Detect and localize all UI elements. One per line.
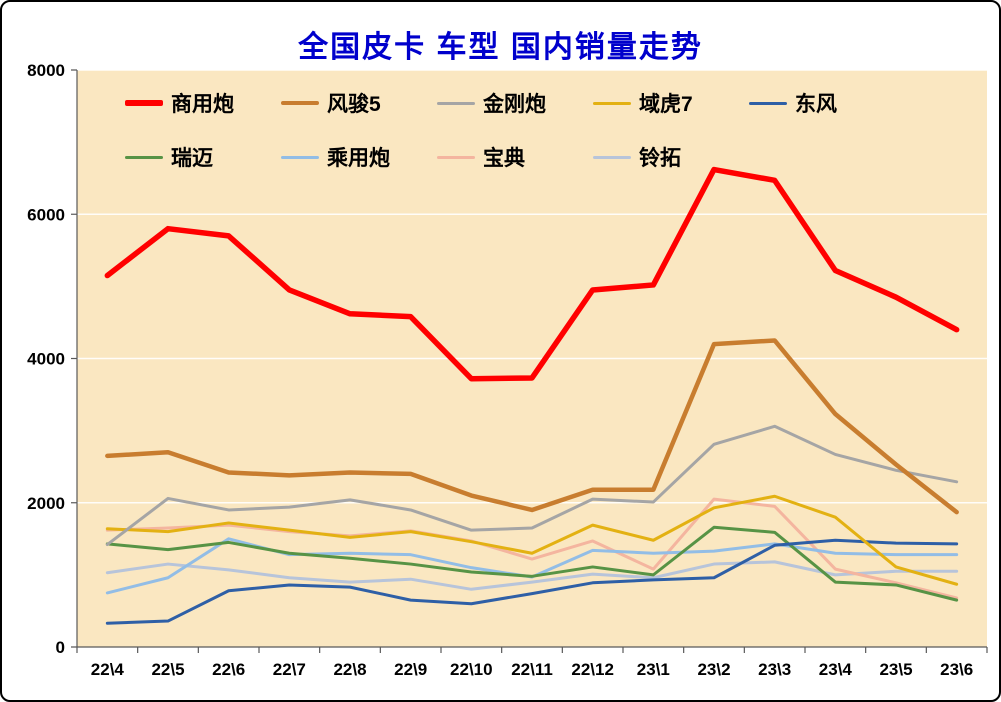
legend-label: 域虎7 bbox=[639, 93, 693, 116]
x-tick-label: 23\4 bbox=[819, 660, 853, 679]
legend-line-sample bbox=[749, 101, 787, 105]
legend-item-jingangpao: 金刚炮 bbox=[437, 88, 593, 118]
legend-label: 铃拓 bbox=[639, 147, 681, 170]
series-line-4 bbox=[105, 538, 959, 625]
x-tick-label: 23\2 bbox=[697, 660, 730, 679]
y-tick-label: 6000 bbox=[27, 205, 65, 224]
x-tick-label: 23\3 bbox=[758, 660, 791, 679]
legend-label: 宝典 bbox=[483, 147, 525, 170]
legend-label: 商用炮 bbox=[171, 93, 234, 116]
x-tick-label: 22\10 bbox=[450, 660, 493, 679]
series-line-3 bbox=[105, 494, 959, 586]
legend-item-shangyongpao: 商用炮 bbox=[125, 88, 281, 118]
legend-label: 风骏5 bbox=[327, 93, 381, 116]
legend-line-sample bbox=[593, 155, 631, 159]
x-tick-label: 22\8 bbox=[333, 660, 366, 679]
chart-legend: 商用炮 风骏5 金刚炮 域虎7 东风 瑞迈 乘用炮 宝典 bbox=[125, 88, 905, 172]
legend-item-baodian: 宝典 bbox=[437, 142, 593, 172]
x-tick-label: 22\6 bbox=[212, 660, 245, 679]
x-tick-label: 22\11 bbox=[511, 660, 553, 679]
x-tick-label: 22\12 bbox=[571, 660, 614, 679]
legend-item-ruimai: 瑞迈 bbox=[125, 142, 281, 172]
x-tick-label: 23\1 bbox=[637, 660, 670, 679]
legend-item-fengjun5: 风骏5 bbox=[281, 88, 437, 118]
legend-line-sample bbox=[437, 155, 475, 159]
y-tick-label: 4000 bbox=[27, 350, 65, 369]
legend-label: 乘用炮 bbox=[327, 147, 390, 170]
legend-line-sample bbox=[437, 101, 475, 105]
series-line-7 bbox=[105, 497, 959, 600]
legend-line-sample bbox=[281, 100, 319, 106]
legend-line-sample bbox=[125, 100, 163, 106]
x-tick-label: 22\5 bbox=[151, 660, 184, 679]
x-tick-label: 23\5 bbox=[879, 660, 912, 679]
series-line-2 bbox=[105, 424, 959, 547]
chart-title: 全国皮卡 车型 国内销量走势 bbox=[298, 31, 703, 64]
x-tick-label: 22\7 bbox=[273, 660, 306, 679]
x-tick-label: 22\9 bbox=[394, 660, 427, 679]
legend-label: 东风 bbox=[795, 93, 837, 116]
legend-label: 金刚炮 bbox=[483, 93, 546, 116]
series-line-0 bbox=[104, 166, 960, 382]
legend-item-lingtuo: 铃拓 bbox=[593, 142, 749, 172]
legend-item-chengyongpao: 乘用炮 bbox=[281, 142, 437, 172]
legend-item-dongfeng: 东风 bbox=[749, 88, 905, 118]
x-tick-label: 22\4 bbox=[91, 660, 125, 679]
series-line-8 bbox=[105, 560, 959, 591]
y-tick-label: 2000 bbox=[27, 494, 65, 513]
series-line-5 bbox=[105, 525, 959, 602]
legend-item-yuhu7: 域虎7 bbox=[593, 88, 749, 118]
legend-label: 瑞迈 bbox=[171, 147, 213, 170]
y-tick-label: 0 bbox=[56, 638, 65, 657]
series-line-1 bbox=[105, 338, 959, 515]
y-tick-label: 8000 bbox=[27, 61, 65, 80]
legend-line-sample bbox=[281, 155, 319, 159]
legend-line-sample bbox=[593, 101, 631, 105]
legend-line-sample bbox=[125, 155, 163, 159]
x-tick-label: 23\6 bbox=[940, 660, 973, 679]
